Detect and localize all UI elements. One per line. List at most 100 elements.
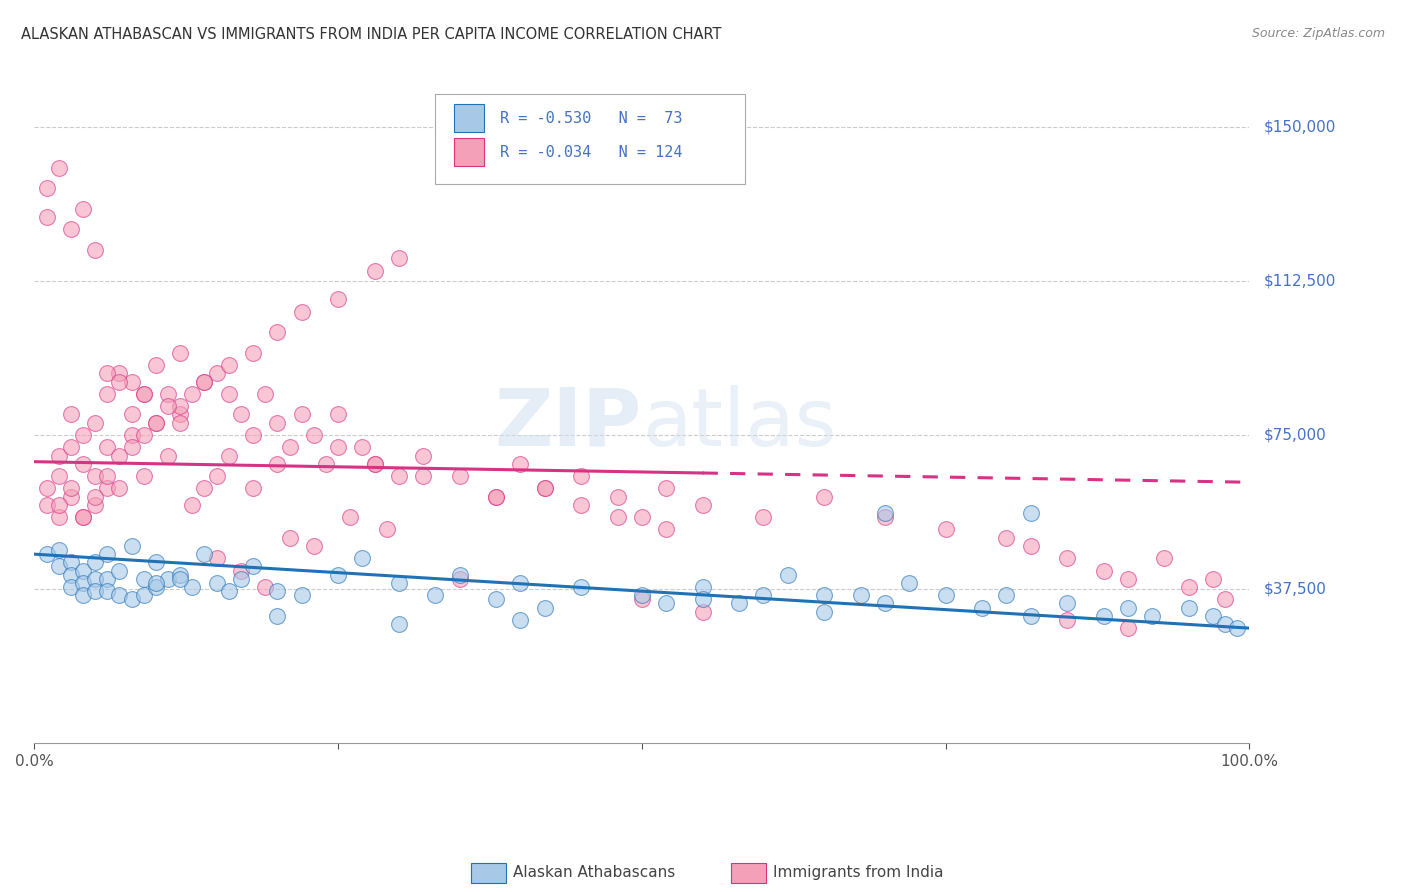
Point — [181, 580, 204, 594]
Point — [692, 605, 714, 619]
Point — [169, 416, 191, 430]
Point — [96, 482, 118, 496]
Point — [813, 588, 835, 602]
Point — [181, 498, 204, 512]
Point — [59, 580, 82, 594]
Point — [655, 482, 678, 496]
Point — [388, 469, 411, 483]
Point — [193, 375, 215, 389]
Text: $112,500: $112,500 — [1264, 273, 1336, 288]
Text: $150,000: $150,000 — [1264, 120, 1336, 135]
Point — [181, 387, 204, 401]
Point — [59, 222, 82, 236]
Point — [169, 408, 191, 422]
Point — [1019, 506, 1042, 520]
Point — [59, 440, 82, 454]
Point — [84, 416, 107, 430]
Point — [96, 367, 118, 381]
Point — [157, 572, 180, 586]
Point — [72, 510, 94, 524]
Point — [145, 416, 167, 430]
Point — [242, 428, 264, 442]
Text: $75,000: $75,000 — [1264, 427, 1327, 442]
Point — [242, 559, 264, 574]
Point — [412, 449, 434, 463]
Point — [752, 510, 775, 524]
Point — [302, 428, 325, 442]
Point — [776, 567, 799, 582]
Point — [302, 539, 325, 553]
Point — [48, 449, 70, 463]
Point — [1019, 539, 1042, 553]
Point — [569, 498, 592, 512]
Point — [1092, 564, 1115, 578]
Point — [72, 457, 94, 471]
Point — [388, 576, 411, 591]
Point — [1202, 608, 1225, 623]
Point — [96, 387, 118, 401]
Point — [970, 600, 993, 615]
Point — [1140, 608, 1163, 623]
Point — [145, 576, 167, 591]
Point — [935, 523, 957, 537]
Text: Alaskan Athabascans: Alaskan Athabascans — [513, 865, 675, 880]
Point — [315, 457, 337, 471]
Point — [242, 345, 264, 359]
Point — [84, 584, 107, 599]
Point — [169, 345, 191, 359]
Point — [218, 387, 240, 401]
Point — [266, 416, 288, 430]
Text: Source: ZipAtlas.com: Source: ZipAtlas.com — [1251, 27, 1385, 40]
Text: R = -0.530   N =  73: R = -0.530 N = 73 — [499, 111, 682, 126]
Point — [35, 498, 58, 512]
Point — [205, 367, 228, 381]
Point — [254, 580, 277, 594]
Point — [145, 580, 167, 594]
Point — [326, 567, 349, 582]
Point — [813, 490, 835, 504]
Point — [352, 440, 374, 454]
Point — [1226, 621, 1249, 635]
FancyBboxPatch shape — [436, 94, 745, 184]
Point — [59, 490, 82, 504]
Point — [266, 457, 288, 471]
Text: ALASKAN ATHABASCAN VS IMMIGRANTS FROM INDIA PER CAPITA INCOME CORRELATION CHART: ALASKAN ATHABASCAN VS IMMIGRANTS FROM IN… — [21, 27, 721, 42]
Point — [849, 588, 872, 602]
Point — [352, 551, 374, 566]
Point — [388, 252, 411, 266]
Point — [72, 588, 94, 602]
Point — [569, 580, 592, 594]
Point — [995, 531, 1018, 545]
Point — [375, 523, 398, 537]
Point — [35, 482, 58, 496]
Point — [339, 510, 361, 524]
Point — [1056, 597, 1078, 611]
Point — [59, 555, 82, 569]
Point — [48, 498, 70, 512]
Point — [449, 567, 471, 582]
Point — [205, 576, 228, 591]
Point — [48, 469, 70, 483]
Point — [425, 588, 447, 602]
Point — [485, 490, 508, 504]
Point — [388, 617, 411, 632]
Point — [449, 572, 471, 586]
Point — [35, 547, 58, 561]
Point — [84, 572, 107, 586]
Point — [291, 408, 314, 422]
Point — [218, 449, 240, 463]
Text: R = -0.034   N = 124: R = -0.034 N = 124 — [499, 145, 682, 160]
Point — [193, 482, 215, 496]
Point — [121, 408, 143, 422]
Point — [169, 567, 191, 582]
Point — [326, 440, 349, 454]
Point — [72, 564, 94, 578]
Point — [509, 613, 531, 627]
Point — [108, 564, 131, 578]
Point — [132, 387, 155, 401]
Point — [631, 588, 654, 602]
Text: $37,500: $37,500 — [1264, 582, 1327, 597]
Point — [326, 408, 349, 422]
Point — [205, 551, 228, 566]
Point — [363, 263, 385, 277]
